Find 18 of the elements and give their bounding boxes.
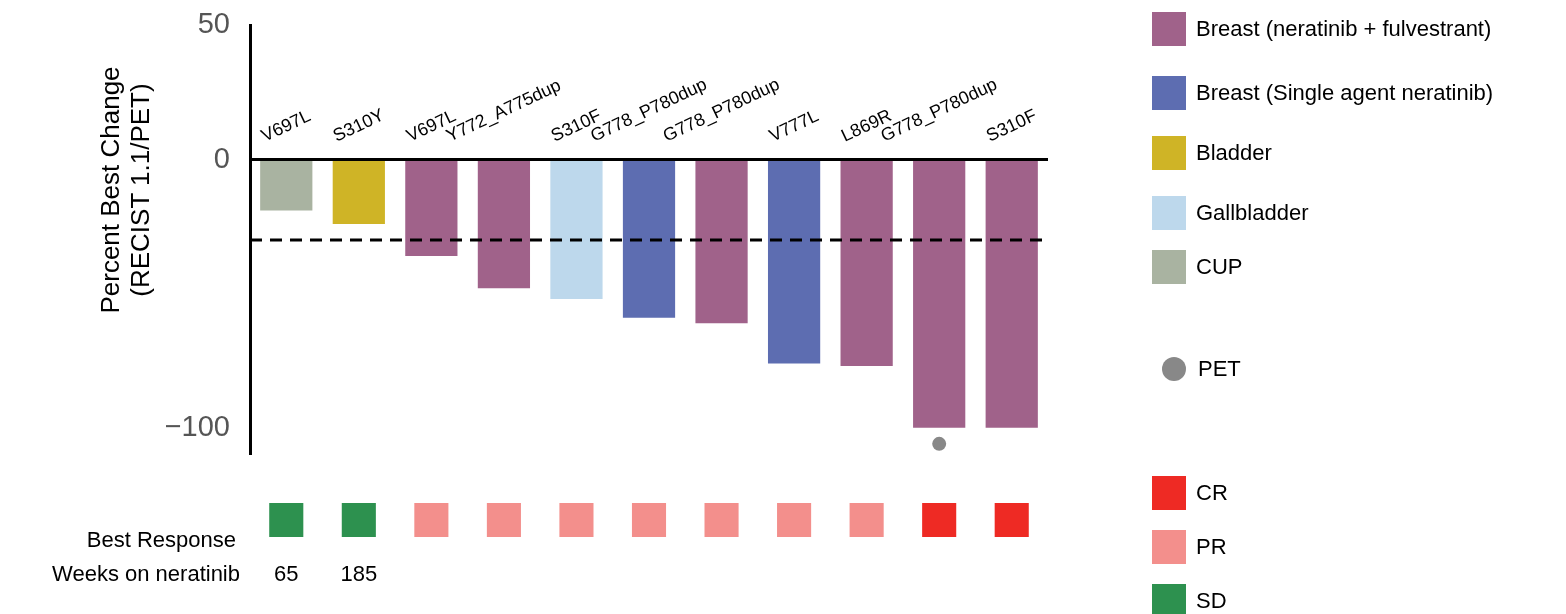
y-tick-label: −100 (164, 409, 230, 442)
legend-label: CR (1196, 480, 1228, 506)
x-tick-label: V697L (258, 105, 314, 146)
legend-label: Gallbladder (1196, 200, 1309, 226)
text: 65 (274, 561, 299, 587)
legend-label: Breast (Single agent neratinib) (1196, 80, 1494, 106)
legend-label: PR (1196, 534, 1227, 560)
text: 185 (340, 561, 378, 587)
legend-label: Bladder (1196, 140, 1272, 166)
y-tick-label: 50 (197, 7, 230, 40)
legend-label: Breast (neratinib + fulvestrant) (1196, 16, 1492, 42)
legend-label: CUP (1196, 254, 1243, 280)
legend-label: PET (1198, 356, 1241, 382)
legend-label: SD (1196, 588, 1227, 614)
y-tick-label: 0 (213, 141, 230, 174)
text: Weeks on neratinib (52, 561, 240, 587)
y-axis-title: Best Response (86, 527, 236, 553)
y-axis-title: Percent Best Change (RECIST 1.1/PET) (95, 65, 156, 316)
